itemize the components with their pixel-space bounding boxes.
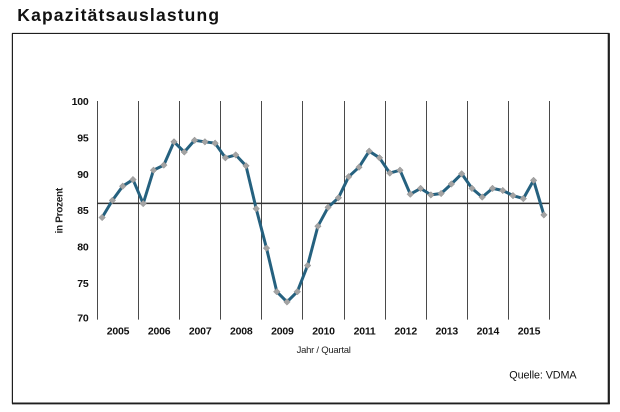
svg-text:100: 100: [72, 96, 89, 108]
svg-text:2014: 2014: [477, 326, 500, 338]
svg-text:95: 95: [77, 132, 89, 144]
svg-text:2013: 2013: [436, 326, 459, 338]
svg-text:in Prozent: in Prozent: [54, 187, 65, 233]
svg-text:85: 85: [77, 205, 89, 217]
svg-text:2010: 2010: [312, 326, 335, 338]
svg-text:2008: 2008: [230, 326, 253, 338]
svg-text:2006: 2006: [148, 326, 171, 338]
svg-text:2015: 2015: [518, 326, 541, 338]
svg-text:70: 70: [77, 313, 89, 325]
svg-text:90: 90: [77, 169, 89, 181]
svg-text:75: 75: [77, 278, 89, 290]
svg-text:2012: 2012: [394, 326, 417, 338]
svg-text:2005: 2005: [107, 326, 130, 338]
svg-text:Quelle: VDMA: Quelle: VDMA: [509, 369, 577, 381]
svg-text:Jahr / Quartal: Jahr / Quartal: [297, 345, 351, 356]
svg-text:Kapazitätsauslastung: Kapazitätsauslastung: [17, 5, 220, 25]
svg-text:2007: 2007: [189, 326, 212, 338]
svg-text:2011: 2011: [354, 326, 376, 338]
svg-text:2009: 2009: [271, 326, 294, 338]
svg-text:80: 80: [77, 242, 89, 254]
